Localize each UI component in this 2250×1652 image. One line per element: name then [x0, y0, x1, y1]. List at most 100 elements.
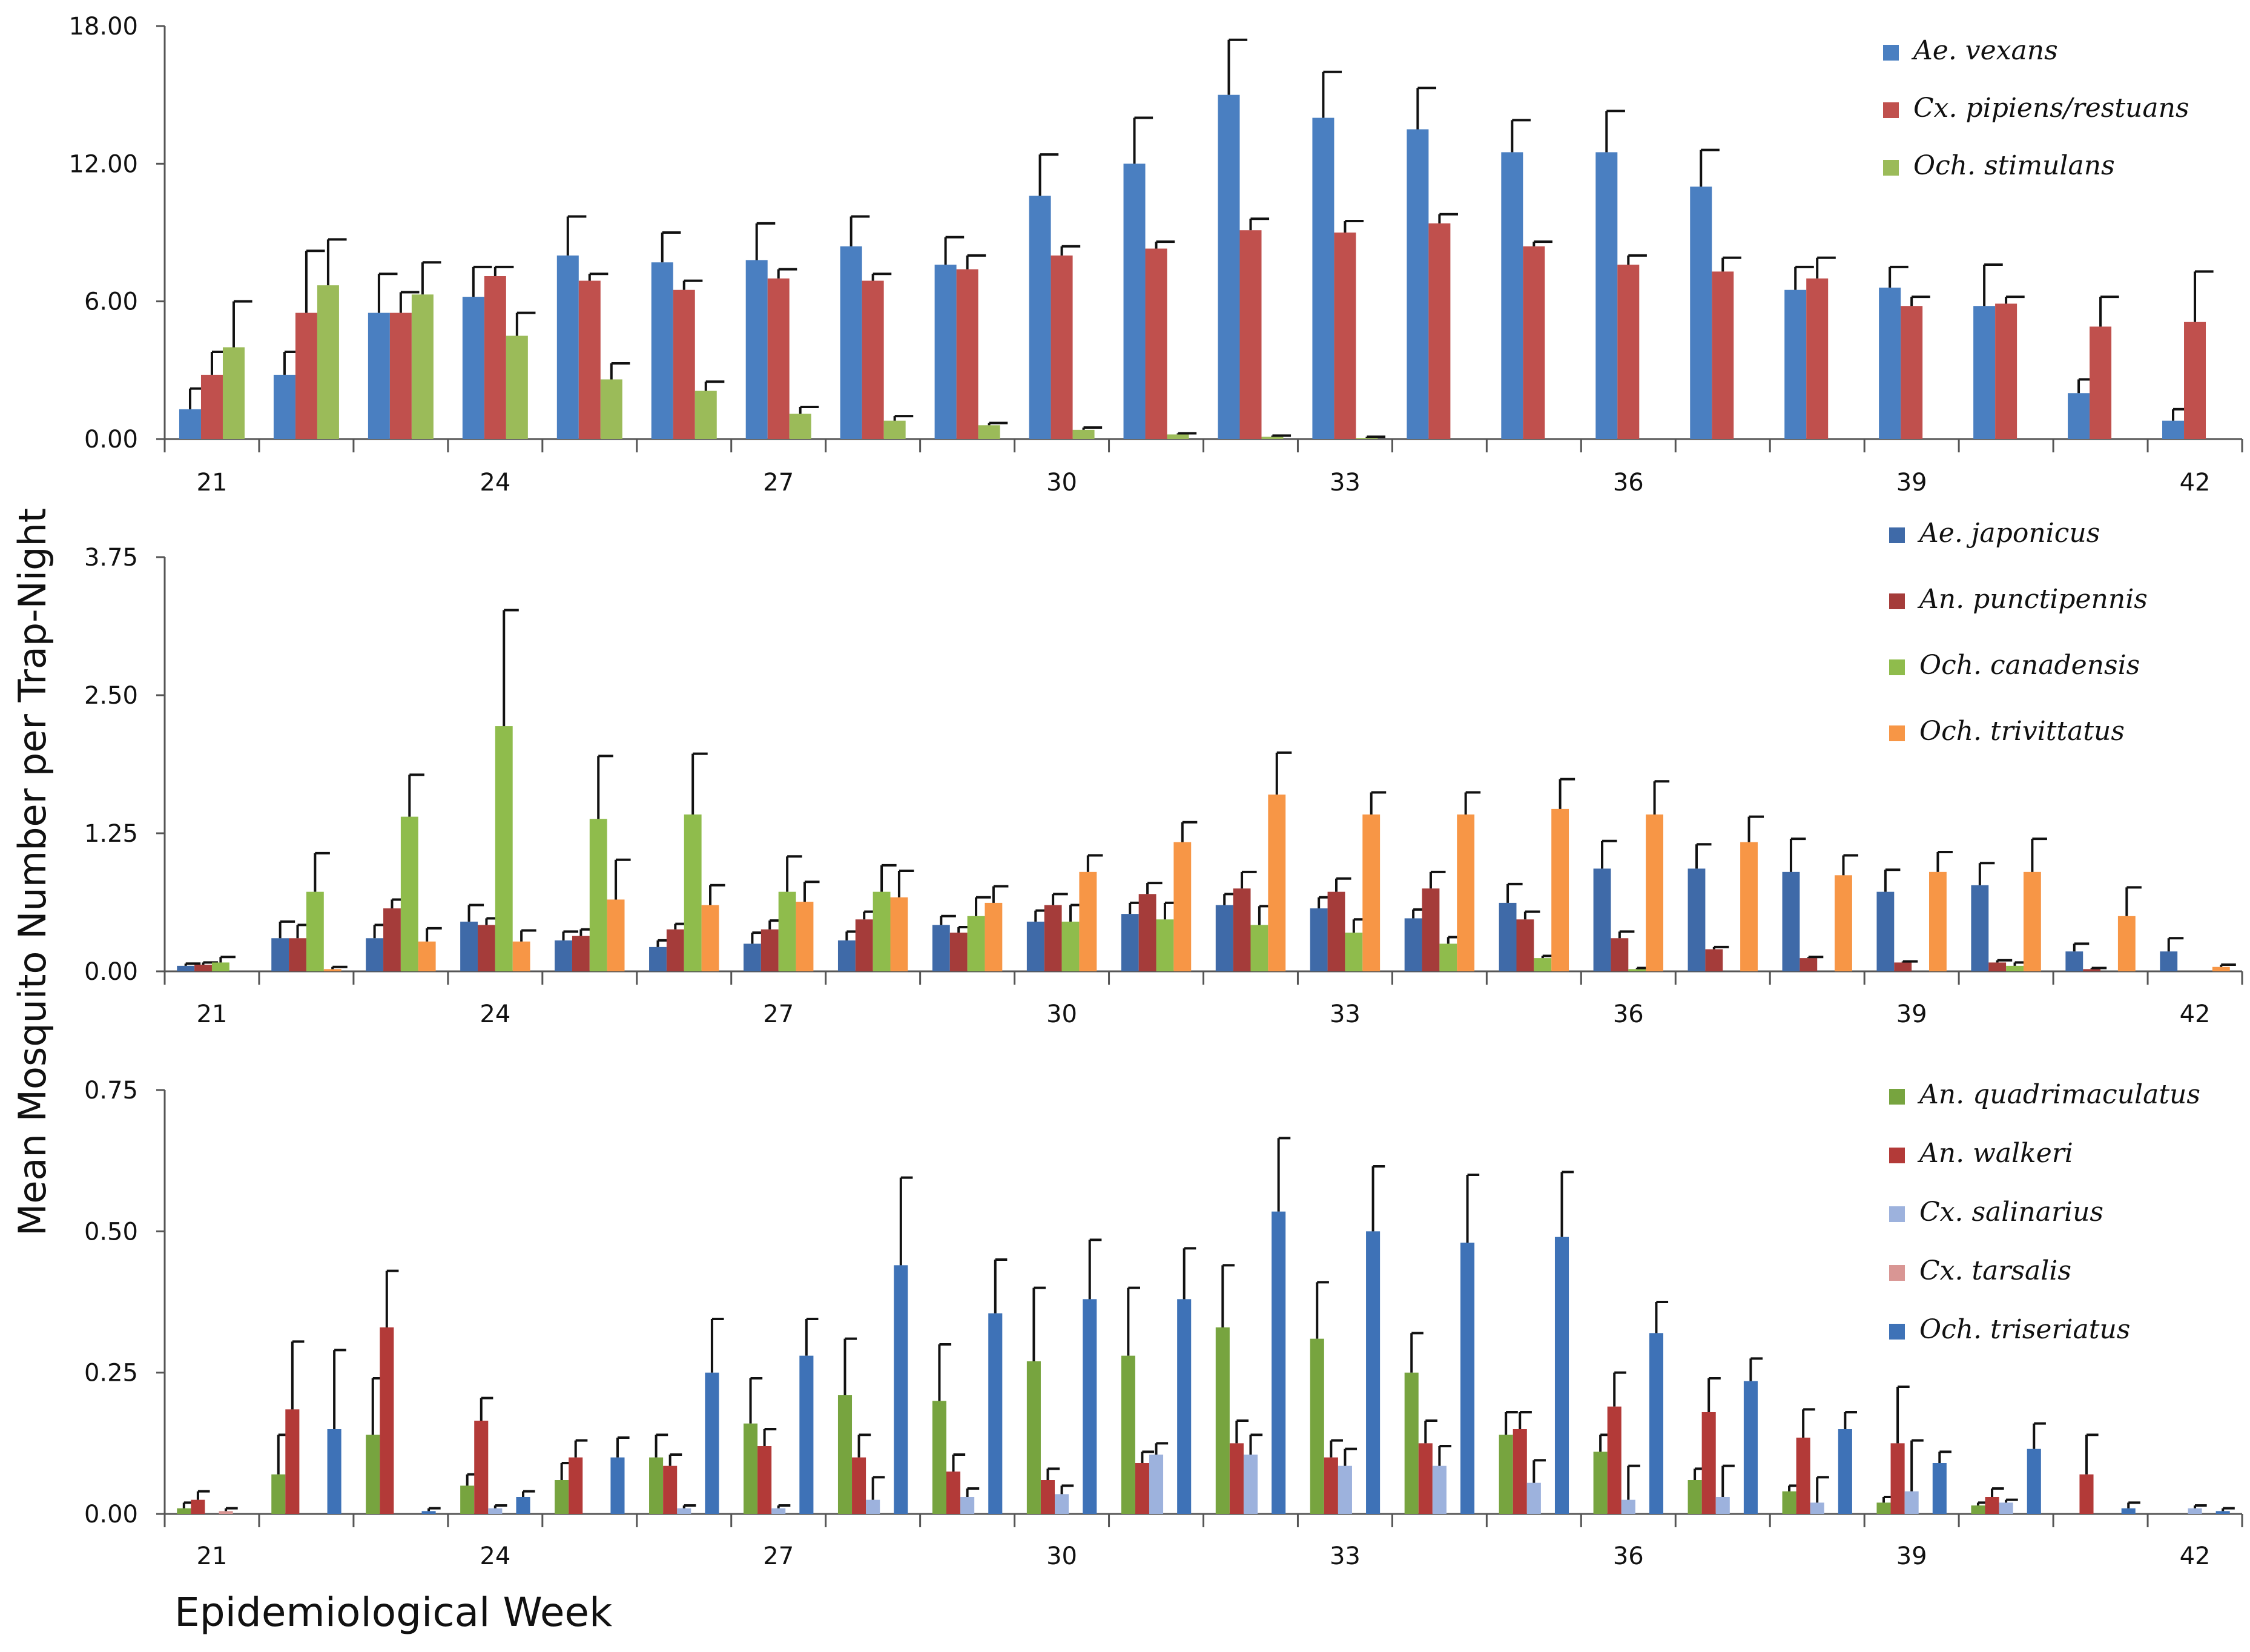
- bar: [1800, 958, 1818, 971]
- bar: [1879, 287, 1901, 439]
- legend-label: Cx. salinarius: [1919, 1197, 2103, 1227]
- bar: [946, 1472, 961, 1514]
- bar: [649, 1457, 664, 1514]
- legend-label: Ae. vexans: [1911, 35, 2058, 66]
- bar: [1690, 187, 1712, 439]
- bar: [516, 1497, 530, 1514]
- bar: [1876, 1502, 1891, 1514]
- bar: [191, 1499, 205, 1514]
- bar: [789, 414, 811, 439]
- bar: [569, 1457, 583, 1514]
- bar: [1617, 265, 1640, 439]
- bar: [960, 1497, 975, 1514]
- x-tick-label: 33: [1330, 1000, 1361, 1028]
- legend-swatch: [1889, 527, 1905, 543]
- bar: [1026, 921, 1044, 971]
- bar: [1215, 1327, 1230, 1514]
- y-tick-label: 1.25: [84, 820, 138, 848]
- legend-swatch: [1889, 725, 1905, 741]
- bar: [2162, 420, 2185, 439]
- bar: [985, 902, 1003, 971]
- bar: [1534, 958, 1552, 971]
- bar: [1743, 1381, 1758, 1514]
- x-tick-label: 39: [1896, 1542, 1927, 1570]
- bar: [177, 965, 195, 971]
- bar: [1366, 1231, 1381, 1514]
- bar: [1029, 196, 1051, 439]
- bar: [555, 940, 572, 971]
- bar: [366, 1435, 380, 1514]
- bar: [1894, 962, 1912, 971]
- bar: [1404, 918, 1422, 971]
- bar: [2160, 951, 2178, 971]
- legend-swatch: [1889, 1089, 1905, 1105]
- bar: [1595, 152, 1618, 439]
- bar: [744, 943, 761, 971]
- bar: [383, 908, 401, 971]
- bar: [1083, 1299, 1097, 1514]
- bar: [666, 929, 684, 971]
- bar: [211, 962, 229, 971]
- x-tick-label: 27: [763, 1000, 794, 1028]
- legend-label: An. quadrimaculatus: [1917, 1079, 2200, 1110]
- x-tick-label: 36: [1613, 469, 1644, 497]
- bar: [1149, 1455, 1164, 1514]
- y-tick-label: 0.00: [84, 1501, 138, 1528]
- bar: [1523, 246, 1545, 439]
- bar: [488, 1508, 503, 1514]
- bar: [572, 936, 590, 971]
- bar: [1701, 1412, 1716, 1514]
- legend-swatch: [1889, 593, 1905, 609]
- bar: [1310, 908, 1328, 971]
- bar: [1501, 152, 1523, 439]
- y-axis-label: Mean Mosquito Number per Trap-Night: [10, 508, 54, 1236]
- y-tick-label: 0.75: [84, 1077, 138, 1105]
- x-tick-label: 42: [2180, 1000, 2211, 1028]
- bar: [2027, 1449, 2041, 1514]
- bar: [1611, 938, 1629, 971]
- bar: [1932, 1463, 1947, 1514]
- bar: [1806, 278, 1829, 439]
- bar: [1138, 894, 1156, 971]
- bar: [474, 1421, 489, 1514]
- x-tick-label: 27: [763, 469, 794, 497]
- bar: [837, 1395, 853, 1514]
- x-tick-label: 21: [197, 1000, 228, 1028]
- legend-label: Cx. tarsalis: [1919, 1255, 2071, 1286]
- bar: [1121, 1355, 1135, 1514]
- legend-label: Ae. japonicus: [1917, 518, 2100, 549]
- x-axis-label: Epidemiological Week: [174, 1589, 613, 1636]
- bar: [1239, 230, 1262, 439]
- bar: [771, 1508, 786, 1514]
- bar: [2212, 966, 2230, 971]
- bar: [1121, 914, 1139, 971]
- bar: [306, 891, 324, 971]
- bar: [1784, 289, 1807, 439]
- bar: [1362, 814, 1381, 971]
- bar: [1499, 902, 1517, 971]
- bar: [1061, 921, 1080, 971]
- bar: [1499, 1435, 1513, 1514]
- bar: [368, 312, 390, 439]
- bar: [1740, 842, 1758, 971]
- bar: [179, 409, 201, 439]
- bar: [411, 294, 434, 439]
- bar: [1072, 429, 1095, 439]
- bar: [219, 1511, 233, 1514]
- x-tick-label: 39: [1896, 469, 1927, 497]
- bar: [1261, 437, 1284, 439]
- bar: [2188, 1508, 2202, 1514]
- bar: [327, 1429, 341, 1514]
- bar: [222, 347, 245, 439]
- bar: [1457, 814, 1475, 971]
- bar: [778, 891, 796, 971]
- bar: [757, 1446, 772, 1514]
- bar: [271, 1474, 286, 1514]
- bar: [1173, 842, 1192, 971]
- bar: [949, 933, 968, 971]
- x-tick-label: 30: [1046, 1542, 1077, 1570]
- bar: [1876, 891, 1895, 971]
- bar: [932, 925, 950, 971]
- bar: [477, 925, 495, 971]
- bar: [506, 335, 528, 439]
